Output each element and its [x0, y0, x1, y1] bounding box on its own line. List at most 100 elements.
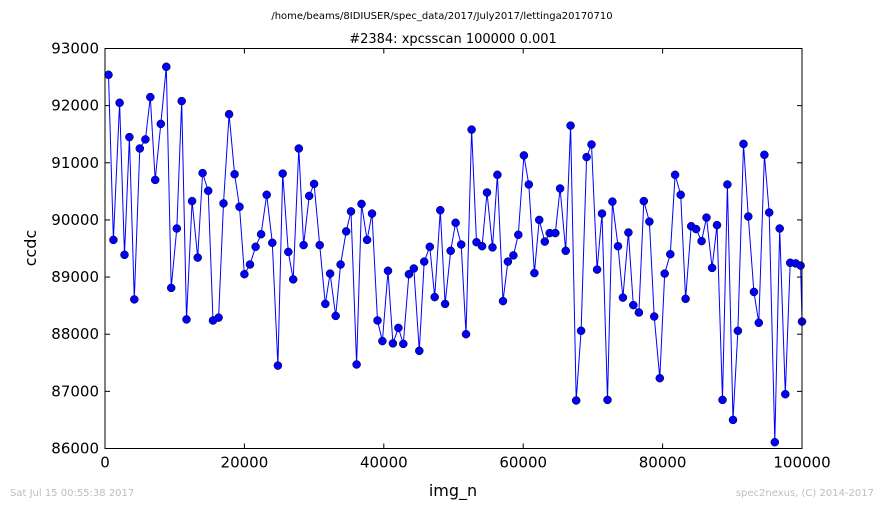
- y-tick-label: 89000: [51, 268, 99, 286]
- data-point: [634, 308, 644, 317]
- data-point: [670, 170, 680, 180]
- data-point: [749, 287, 759, 297]
- y-tick-label: 87000: [51, 382, 99, 400]
- y-axis-label: ccdc: [21, 230, 40, 267]
- data-point: [781, 389, 790, 399]
- x-tick-label: 80000: [639, 454, 687, 472]
- data-point: [723, 180, 732, 189]
- data-point: [357, 199, 366, 209]
- y-tick-label: 91000: [51, 154, 99, 172]
- data-point: [707, 263, 717, 273]
- data-point: [477, 241, 487, 251]
- data-point: [770, 437, 780, 447]
- data-point: [409, 264, 419, 273]
- x-tick-label: 100000: [773, 454, 830, 472]
- data-point: [697, 236, 706, 246]
- x-axis-label: img_n: [429, 481, 477, 501]
- x-tick-label: 0: [100, 454, 110, 472]
- data-point: [268, 238, 277, 248]
- data-point: [262, 190, 271, 200]
- data-point: [649, 312, 659, 321]
- data-point: [346, 207, 356, 216]
- data-point: [224, 109, 234, 119]
- data-point: [203, 186, 213, 196]
- data-point: [587, 140, 596, 149]
- chart-suptitle: /home/beams/8IDIUSER/spec_data/2017/July…: [271, 11, 612, 22]
- data-point: [624, 228, 633, 237]
- data-point: [728, 415, 738, 425]
- data-point: [451, 218, 460, 228]
- data-point: [613, 241, 623, 251]
- y-tick-label: 88000: [51, 325, 99, 343]
- data-point: [240, 269, 249, 279]
- x-axis: 0 20000 40000 60000 80000 100000: [100, 48, 831, 472]
- data-point: [278, 169, 287, 178]
- data-point: [251, 242, 260, 252]
- data-point: [660, 269, 669, 278]
- data-point: [775, 224, 784, 233]
- data-point: [597, 209, 607, 218]
- data-point: [764, 208, 774, 217]
- chart-title: #2384: xpcsscan 100000 0.001: [349, 32, 557, 47]
- data-point: [135, 144, 145, 153]
- data-point: [288, 275, 298, 284]
- data-point: [177, 96, 186, 106]
- data-point: [166, 283, 176, 293]
- data-point: [618, 293, 628, 302]
- data-point: [733, 326, 743, 336]
- data-point: [362, 235, 372, 245]
- data-point: [446, 246, 455, 256]
- timestamp-footer: Sat Jul 15 00:55:38 2017: [10, 488, 135, 499]
- data-point: [399, 339, 408, 349]
- data-point: [524, 180, 534, 189]
- data-point: [373, 316, 382, 325]
- data-point: [718, 395, 727, 405]
- data-point: [156, 119, 166, 129]
- data-point: [430, 292, 439, 302]
- data-point: [461, 329, 471, 339]
- data-point: [304, 191, 314, 201]
- data-point: [666, 249, 675, 259]
- data-point: [182, 315, 191, 324]
- data-point: [691, 224, 701, 234]
- data-point: [198, 168, 207, 178]
- data-point: [519, 151, 529, 160]
- data-point: [162, 62, 171, 72]
- data-point: [341, 227, 351, 236]
- data-point: [104, 70, 113, 80]
- data-point: [482, 188, 492, 197]
- data-point: [571, 396, 581, 405]
- data-point: [608, 197, 617, 206]
- data-point: [187, 196, 197, 206]
- data-point: [514, 230, 523, 240]
- data-point: [294, 144, 304, 153]
- data-point: [193, 253, 202, 262]
- data-point: [109, 235, 118, 245]
- data-point: [235, 202, 244, 212]
- data-point: [702, 213, 711, 222]
- data-point: [299, 240, 308, 250]
- data-point: [530, 268, 539, 278]
- x-tick-label: 20000: [221, 454, 269, 472]
- plot-area: [104, 62, 807, 447]
- data-point: [172, 224, 182, 233]
- data-point: [655, 373, 665, 383]
- data-point: [645, 217, 654, 226]
- data-point: [576, 326, 586, 336]
- data-point: [141, 135, 150, 144]
- data-point: [509, 251, 518, 260]
- data-point: [534, 215, 544, 225]
- data-point: [739, 139, 748, 149]
- data-point: [440, 299, 450, 309]
- data-point: [540, 237, 550, 246]
- data-point: [325, 269, 335, 278]
- data-point: [120, 250, 129, 260]
- data-point: [582, 152, 591, 162]
- data-point: [629, 300, 638, 310]
- data-point: [309, 179, 319, 189]
- x-tick-label: 40000: [360, 454, 408, 472]
- data-point: [566, 121, 575, 130]
- data-point: [488, 243, 497, 252]
- credit-footer: spec2nexus, (C) 2014-2017: [735, 488, 874, 499]
- data-point: [256, 229, 266, 239]
